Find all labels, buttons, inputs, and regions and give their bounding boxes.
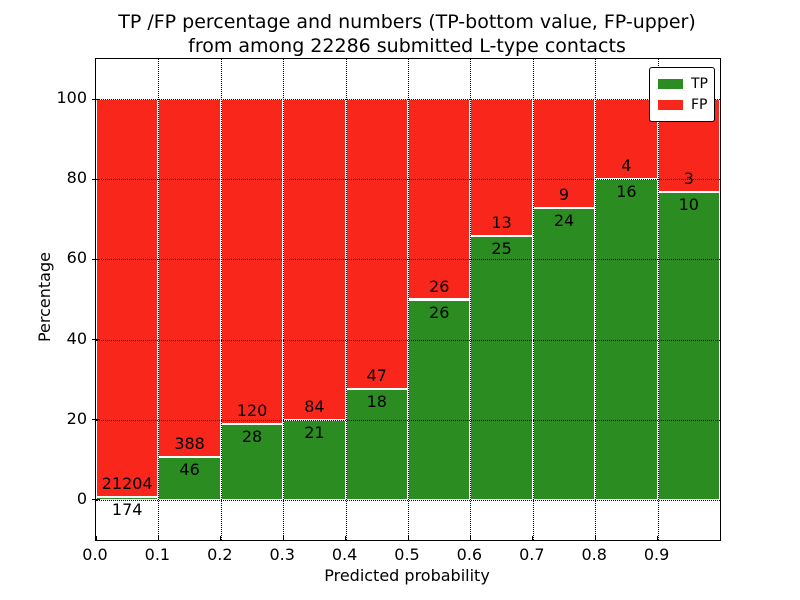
legend: TP FP <box>649 67 715 122</box>
tp-bar-segment <box>283 419 346 500</box>
tp-bar-segment <box>345 388 408 500</box>
y-tick-label: 60 <box>66 248 87 268</box>
y-tick-mark <box>92 419 100 421</box>
x-tick-label: 0.6 <box>456 545 483 564</box>
tp-legend-label: TP <box>691 76 708 92</box>
plot-area: 21204 174 388 46 120 28 84 21 47 18 26 26 13 25 9 24 4 16… <box>92 58 721 541</box>
fp-legend-label: FP <box>691 97 708 113</box>
tp-bar-segment <box>96 496 159 500</box>
ticks-layer <box>92 59 721 541</box>
y-tick-label: 80 <box>66 168 87 188</box>
x-tick-mark <box>220 536 222 541</box>
tp-bar-segment <box>657 191 720 500</box>
fp-bar-segment <box>408 99 471 300</box>
y-tick-label: 40 <box>66 328 87 348</box>
x-tick-mark <box>657 536 659 541</box>
chart-title: TP /FP percentage and numbers (TP-bottom… <box>7 10 800 58</box>
legend-entry-fp: FP <box>658 97 708 113</box>
x-tick-label: 0.0 <box>82 545 108 564</box>
x-tick-mark <box>407 536 409 541</box>
bars-layer <box>96 59 720 540</box>
legend-entry-tp: TP <box>658 76 708 92</box>
y-tick-label: 100 <box>56 88 87 108</box>
x-tick-mark <box>532 536 534 541</box>
y-tick-mark <box>92 178 100 180</box>
x-tick-label: 0.7 <box>519 545 545 564</box>
chart-title-line1: TP /FP percentage and numbers (TP-bottom… <box>118 11 696 33</box>
x-tick-mark <box>157 536 159 541</box>
x-axis-label: Predicted probability <box>324 566 490 585</box>
tp-legend-swatch <box>658 79 683 89</box>
tp-bar-segment <box>220 424 284 500</box>
y-tick-mark <box>92 258 100 260</box>
chart-title-line2: from among 22286 submitted L-type contac… <box>188 35 626 57</box>
x-tick-label: 0.1 <box>144 545 171 564</box>
fp-bar-segment <box>532 99 596 209</box>
fp-bar-segment <box>345 99 408 389</box>
fp-bar-segment <box>470 99 533 237</box>
x-tick-label: 0.5 <box>394 545 420 564</box>
fp-bar-segment <box>96 99 159 497</box>
x-tick-label: 0.2 <box>207 545 233 564</box>
x-tick-label: 0.4 <box>331 545 358 564</box>
x-tick-mark <box>282 536 284 541</box>
x-tick-mark <box>719 536 721 541</box>
tp-bar-segment <box>532 208 596 500</box>
x-tick-label: 0.8 <box>581 545 607 564</box>
y-axis-label: Percentage <box>35 252 54 343</box>
fp-bar-segment <box>158 99 221 458</box>
x-tick-mark <box>594 536 596 541</box>
y-tick-mark <box>92 98 100 100</box>
y-tick-mark <box>92 339 100 341</box>
x-tick-label: 0.9 <box>643 545 670 564</box>
y-tick-mark <box>92 499 100 501</box>
fp-legend-swatch <box>658 100 683 110</box>
x-tick-mark <box>469 536 471 541</box>
y-tick-label: 20 <box>66 408 87 428</box>
x-tick-label: 0.3 <box>269 545 295 564</box>
x-tick-mark <box>345 536 347 541</box>
fp-bar-segment <box>595 99 658 180</box>
y-tick-label: 0 <box>76 488 87 508</box>
x-tick-mark <box>95 536 97 541</box>
